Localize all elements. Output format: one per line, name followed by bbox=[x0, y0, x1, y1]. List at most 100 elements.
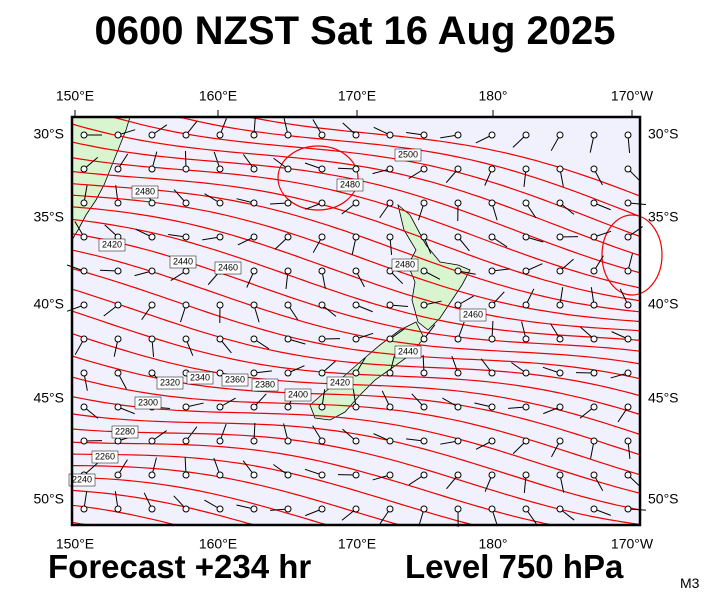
barb-station bbox=[590, 335, 598, 343]
barb-station bbox=[488, 301, 496, 309]
barb-station bbox=[454, 131, 462, 139]
barb-station bbox=[114, 471, 122, 479]
barb-station bbox=[590, 437, 598, 445]
barb-station bbox=[148, 131, 156, 139]
barb-station bbox=[556, 369, 564, 377]
barb-station bbox=[80, 403, 88, 411]
lat-label: 30°S bbox=[648, 126, 679, 142]
barb-station bbox=[522, 233, 530, 241]
contour-line bbox=[71, 268, 641, 380]
barb-station bbox=[250, 199, 258, 207]
contour-line bbox=[71, 333, 641, 436]
barb-station bbox=[386, 403, 394, 411]
contour-label-box bbox=[251, 378, 279, 392]
barb-station bbox=[556, 267, 564, 275]
barb-station bbox=[590, 471, 598, 479]
barb-station bbox=[488, 199, 496, 207]
contour-line bbox=[71, 206, 641, 332]
barb-station bbox=[250, 437, 258, 445]
contour-label-box bbox=[111, 425, 139, 439]
barb-station bbox=[624, 267, 632, 275]
barb-station bbox=[386, 301, 394, 309]
barb-station bbox=[420, 471, 428, 479]
barb-station bbox=[522, 131, 530, 139]
contour-line bbox=[71, 413, 641, 511]
contour-label: 2440 bbox=[173, 256, 193, 266]
contour-label: 2400 bbox=[288, 389, 308, 399]
lon-label: 160°E bbox=[199, 88, 237, 104]
barb-station bbox=[216, 335, 224, 343]
contour-label: 2460 bbox=[463, 309, 483, 319]
wind-barbs bbox=[66, 117, 646, 528]
barb-station bbox=[216, 505, 224, 513]
title: 0600 NZST Sat 16 Aug 2025 bbox=[95, 9, 616, 53]
contour-label-box bbox=[394, 148, 422, 162]
lat-label: 35°S bbox=[648, 209, 679, 225]
contour-label-box bbox=[459, 308, 487, 322]
barb-station bbox=[148, 369, 156, 377]
barb-station bbox=[420, 505, 428, 513]
barb-station bbox=[80, 301, 88, 309]
barb-station bbox=[488, 335, 496, 343]
barb-station bbox=[352, 233, 360, 241]
barb-station bbox=[624, 471, 632, 479]
barb-station bbox=[114, 165, 122, 173]
barb-station bbox=[318, 131, 326, 139]
lon-label: 170°E bbox=[338, 536, 376, 552]
barb-station bbox=[624, 131, 632, 139]
barb-station bbox=[352, 301, 360, 309]
barb-station bbox=[182, 471, 190, 479]
barb-station bbox=[318, 165, 326, 173]
contour-line bbox=[71, 441, 640, 526]
barb-station bbox=[80, 233, 88, 241]
barb-station bbox=[250, 165, 258, 173]
barb-station bbox=[352, 199, 360, 207]
barb-station bbox=[454, 199, 462, 207]
barb-station bbox=[182, 505, 190, 513]
barb-station bbox=[216, 233, 224, 241]
barb-station bbox=[318, 335, 326, 343]
contour-label-box bbox=[326, 376, 354, 390]
barb-station bbox=[624, 505, 632, 513]
barb-station bbox=[488, 403, 496, 411]
barb-station bbox=[556, 335, 564, 343]
lat-label: 45°S bbox=[648, 390, 679, 406]
barb-station bbox=[556, 199, 564, 207]
barb-station bbox=[80, 131, 88, 139]
contour-label-box bbox=[221, 373, 249, 387]
barb-station bbox=[250, 471, 258, 479]
contour-label: 2440 bbox=[398, 346, 418, 356]
barb-station bbox=[216, 199, 224, 207]
barb-station bbox=[216, 437, 224, 445]
barb-station bbox=[114, 505, 122, 513]
barb-station bbox=[556, 165, 564, 173]
barb-station bbox=[386, 471, 394, 479]
barb-station bbox=[284, 199, 292, 207]
barb-station bbox=[454, 267, 462, 275]
barb-station bbox=[454, 335, 462, 343]
contour-label: 2300 bbox=[138, 397, 158, 407]
barb-station bbox=[522, 403, 530, 411]
barb-station bbox=[80, 505, 88, 513]
level-label: Level 750 hPa bbox=[405, 548, 624, 585]
barb-station bbox=[182, 199, 190, 207]
barb-station bbox=[522, 369, 530, 377]
barb-station bbox=[284, 301, 292, 309]
model-label: M3 bbox=[680, 575, 700, 591]
contour-label-box bbox=[391, 258, 419, 272]
barb-station bbox=[318, 199, 326, 207]
barb-station bbox=[488, 233, 496, 241]
barb-station bbox=[590, 403, 598, 411]
barb-station bbox=[420, 165, 428, 173]
barb-station bbox=[420, 233, 428, 241]
barb-station bbox=[148, 199, 156, 207]
barb-station bbox=[114, 131, 122, 139]
contour-line bbox=[71, 428, 641, 525]
lat-label: 30°S bbox=[33, 126, 64, 142]
contour-label-box bbox=[336, 178, 364, 192]
contour-label: 2420 bbox=[102, 239, 122, 249]
barb-station bbox=[522, 267, 530, 275]
contour-label: 2320 bbox=[160, 377, 180, 387]
lon-label: 180° bbox=[479, 88, 508, 104]
barb-station bbox=[488, 471, 496, 479]
